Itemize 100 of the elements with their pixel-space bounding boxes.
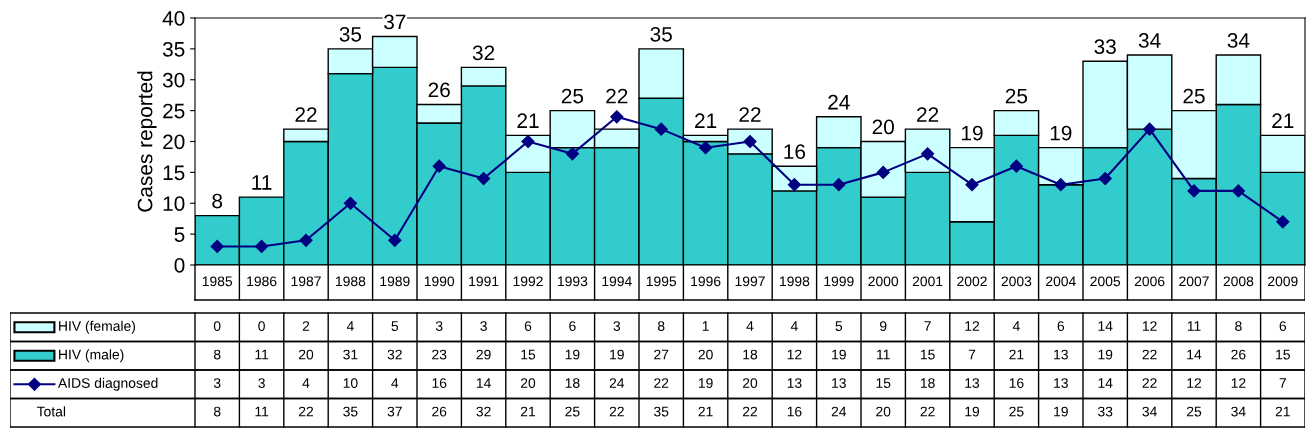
x-tick-label: 2002 [957, 276, 987, 287]
point [965, 178, 979, 192]
data-label: 0 [258, 321, 265, 331]
point [610, 110, 624, 124]
point [1098, 171, 1112, 186]
data-label: 6 [524, 321, 532, 331]
point [654, 122, 668, 136]
data-label: 5 [835, 321, 843, 331]
data-label: 23 [432, 349, 447, 360]
total-label: 37 [384, 14, 406, 30]
x-tick-label: 1993 [558, 276, 588, 287]
x-tick-label: 2003 [1001, 276, 1032, 287]
total-label: 24 [828, 94, 850, 110]
total-label: 34 [1138, 33, 1161, 48]
data-label: 13 [1054, 349, 1068, 360]
total-label: 25 [1005, 88, 1028, 104]
data-label: 3 [213, 378, 221, 388]
data-label: 20 [520, 378, 536, 388]
x-tick-label: 1988 [336, 276, 366, 287]
data-label: 7 [968, 349, 976, 360]
x-tick-label: 1995 [646, 276, 677, 287]
data-label: 11 [255, 349, 269, 360]
point [343, 196, 357, 210]
data-label: 12 [1142, 321, 1157, 331]
text: 35 [654, 406, 669, 417]
data-label: 14 [1098, 321, 1113, 331]
data-label: 15 [521, 349, 536, 360]
point [1054, 178, 1068, 192]
text: 22 [298, 406, 314, 417]
y-tick-label: 40 [162, 11, 185, 26]
total-label: 21 [1272, 113, 1294, 128]
total-label: 26 [428, 82, 450, 98]
x-tick-label: 1996 [691, 276, 721, 287]
x-tick-label: 1998 [780, 276, 810, 287]
data-label: 11 [1187, 321, 1201, 331]
text: 19 [1054, 406, 1068, 417]
data-label: 4 [790, 321, 798, 331]
text: 8 [213, 406, 221, 417]
data-label: 20 [298, 349, 314, 360]
y-tick-label: 25 [163, 103, 185, 119]
x-tick-label: 2005 [1090, 276, 1121, 287]
y-tick-label: 30 [162, 72, 185, 88]
point [1143, 122, 1157, 136]
data-label: 14 [1187, 349, 1202, 360]
y-axis-title: Cases reported [137, 71, 157, 212]
data-label: 29 [476, 349, 491, 360]
data-label: 4 [346, 321, 354, 331]
text: Total [36, 406, 66, 417]
x-tick-label: 1991 [469, 276, 499, 287]
data-label: 3 [258, 378, 265, 388]
data-label: 1 [702, 321, 709, 331]
text: 22 [742, 406, 758, 417]
data-label: 20 [698, 349, 713, 360]
text: 19 [965, 406, 980, 417]
total-label: 11 [252, 175, 272, 190]
total-label: 22 [606, 88, 628, 104]
text: 34 [1142, 406, 1157, 417]
text: 35 [343, 406, 358, 417]
text: 20 [876, 406, 891, 417]
y-tick-label: 15 [163, 165, 185, 181]
x-tick-label: 2004 [1046, 276, 1076, 287]
text: 37 [387, 406, 402, 417]
data-label: 22 [1142, 378, 1157, 388]
data-label: 11 [877, 349, 890, 360]
total-label: 32 [472, 45, 495, 61]
y-tick-label: 10 [163, 196, 185, 211]
total-label: 34 [1227, 33, 1250, 48]
data-label: 13 [787, 378, 802, 388]
x-tick-label: 1992 [513, 276, 543, 287]
total-label: 19 [962, 125, 983, 141]
y-tick-label: 5 [174, 227, 185, 242]
data-label: 16 [432, 378, 447, 388]
data-label: 0 [213, 321, 221, 331]
text: 25 [1009, 406, 1024, 417]
data-label: 16 [1009, 378, 1024, 388]
total-label: 21 [695, 113, 717, 128]
data-label: 21 [1009, 349, 1024, 360]
data-label: 19 [610, 349, 624, 360]
data-label: 9 [879, 321, 887, 331]
data-label: 24 [609, 378, 625, 388]
total-label: 35 [650, 26, 672, 42]
data-label: 27 [654, 349, 669, 360]
data-label: 13 [1054, 378, 1068, 388]
x-tick-label: 2009 [1268, 276, 1298, 287]
data-label: 4 [1012, 321, 1020, 331]
text: 21 [520, 406, 536, 417]
x-tick-label: 1989 [380, 276, 410, 287]
total-label: 22 [917, 107, 939, 122]
text: 26 [432, 406, 447, 417]
text: 34 [1231, 406, 1246, 417]
point [565, 147, 579, 161]
point [299, 233, 313, 247]
x-tick-label: 2000 [868, 276, 899, 287]
point [477, 171, 491, 186]
text: 21 [698, 406, 713, 417]
x-tick-label: 1994 [602, 276, 632, 287]
total-label: 33 [1094, 39, 1116, 55]
data-label: 22 [1142, 349, 1157, 360]
data-label: 4 [302, 378, 310, 388]
data-label: 12 [1231, 378, 1246, 388]
